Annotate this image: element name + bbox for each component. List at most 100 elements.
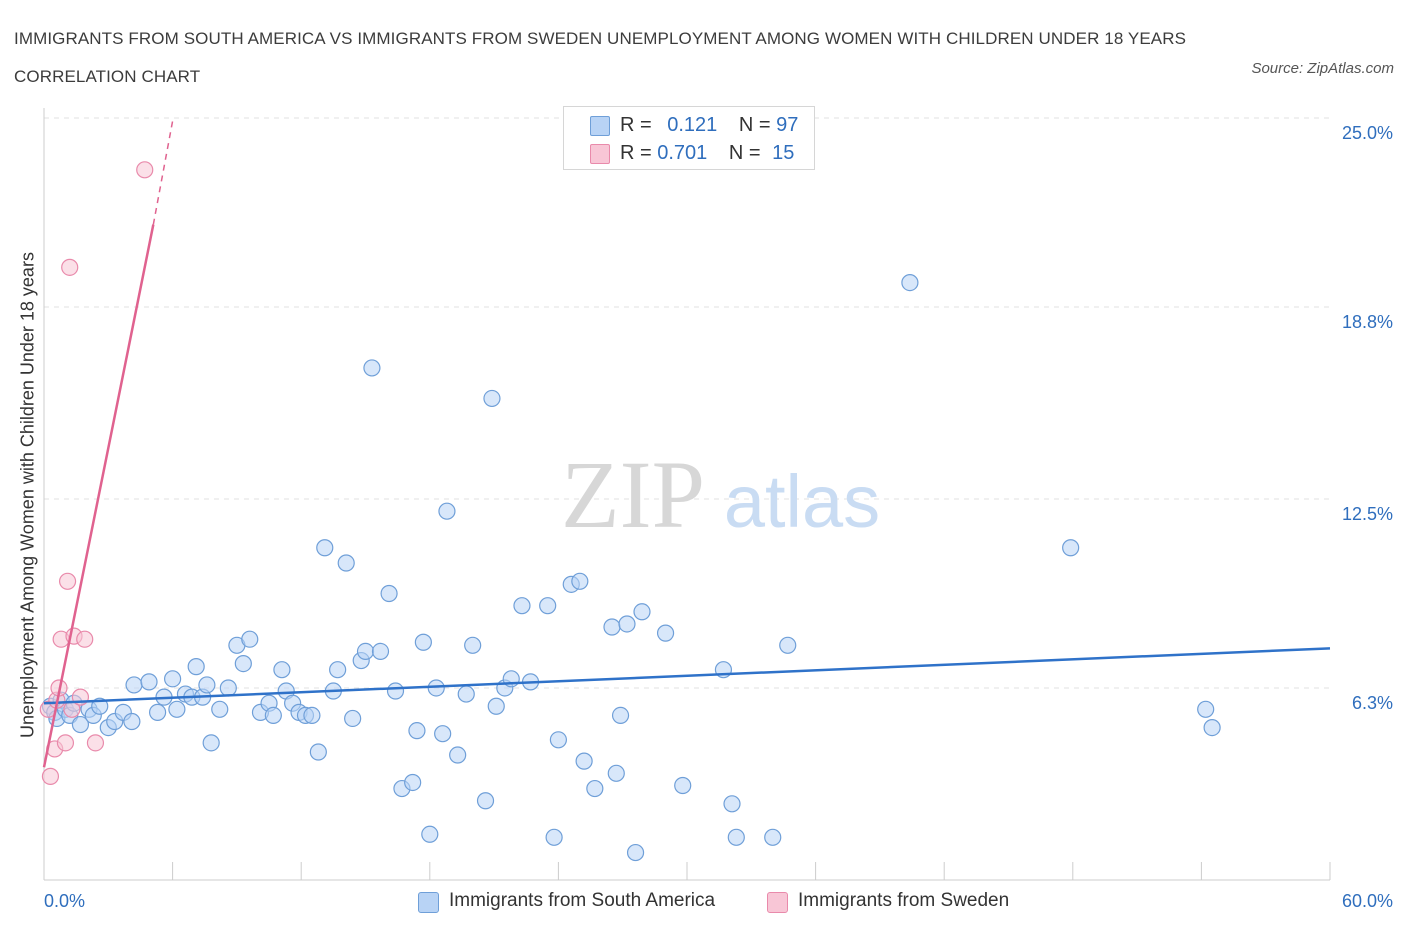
point-south-america-64 xyxy=(476,792,495,810)
y-tick-label-2: 18.8% xyxy=(1341,311,1393,332)
point-south-america-65 xyxy=(483,389,501,408)
series-legend: Immigrants from South America Immigrants… xyxy=(0,889,1406,915)
point-south-america-35 xyxy=(273,661,291,679)
point-sweden-14 xyxy=(136,161,154,179)
point-south-america-16 xyxy=(140,673,158,691)
axes xyxy=(43,108,1331,881)
trend-line-sweden xyxy=(42,224,155,768)
point-south-america-41 xyxy=(309,743,327,761)
point-south-america-94 xyxy=(1203,718,1221,737)
point-south-america-80 xyxy=(611,706,630,725)
point-south-america-58 xyxy=(427,679,445,697)
point-sweden-7 xyxy=(58,572,77,590)
point-south-america-79 xyxy=(607,764,625,782)
legend-swatch-sweden xyxy=(767,892,788,913)
point-south-america-40 xyxy=(303,706,321,725)
point-south-america-27 xyxy=(211,700,229,718)
point-south-america-50 xyxy=(371,642,390,661)
point-south-america-57 xyxy=(421,825,439,843)
point-south-america-91 xyxy=(901,273,919,292)
point-south-america-48 xyxy=(356,642,375,661)
legend-r-label: R = xyxy=(620,114,652,136)
point-south-america-34 xyxy=(264,706,282,725)
source-label: Source: ZipAtlas.com xyxy=(1251,60,1394,77)
point-south-america-63 xyxy=(464,636,482,654)
point-south-america-77 xyxy=(586,779,604,798)
watermark-atlas: atlas xyxy=(724,460,880,543)
point-south-america-17 xyxy=(148,703,167,721)
point-south-america-88 xyxy=(727,828,745,846)
point-south-america-75 xyxy=(571,572,589,590)
point-south-america-15 xyxy=(125,676,143,694)
point-south-america-61 xyxy=(449,746,467,764)
point-south-america-93 xyxy=(1197,700,1215,718)
point-south-america-49 xyxy=(363,359,381,377)
trend-lines xyxy=(42,120,1331,768)
point-south-america-20 xyxy=(168,700,186,718)
point-south-america-82 xyxy=(626,843,645,862)
point-south-america-25 xyxy=(198,676,216,694)
x-tick-label-0: 0.0% xyxy=(44,891,86,911)
point-south-america-72 xyxy=(545,828,563,846)
point-sweden-8 xyxy=(61,258,79,276)
legend-swatch-south-america xyxy=(418,892,439,913)
point-south-america-28 xyxy=(219,679,237,697)
point-south-america-69 xyxy=(513,597,531,615)
point-south-america-66 xyxy=(487,697,505,715)
point-south-america-55 xyxy=(408,722,426,740)
point-south-america-30 xyxy=(234,654,252,673)
legend-name-sweden: Immigrants from Sweden xyxy=(798,890,1010,911)
point-south-america-62 xyxy=(457,685,475,703)
point-south-america-26 xyxy=(202,734,220,752)
point-sweden-13 xyxy=(86,734,105,752)
legend-swatch-south-america xyxy=(590,116,610,136)
point-sweden-6 xyxy=(56,734,75,752)
point-south-america-90 xyxy=(779,636,797,654)
point-south-america-81 xyxy=(618,615,636,633)
point-south-america-10 xyxy=(91,697,109,715)
legend-n-south-america: 97 xyxy=(776,114,799,136)
legend-r-south-america: 0.121 xyxy=(667,114,718,136)
correlation-legend: R = 0.121 N = 97 R = 0.701 N = 15 xyxy=(563,106,815,170)
point-south-america-84 xyxy=(656,624,675,642)
point-south-america-87 xyxy=(723,795,741,813)
point-south-america-42 xyxy=(316,539,334,557)
grid-lines xyxy=(44,117,1330,689)
trend-line-south-america xyxy=(43,647,1331,705)
point-sweden-1 xyxy=(41,767,60,785)
legend-n-sweden: 15 xyxy=(772,142,795,164)
point-south-america-31 xyxy=(241,630,259,648)
point-south-america-23 xyxy=(187,658,205,676)
watermark: ZIP atlas xyxy=(561,441,880,548)
legend-r-label: R = xyxy=(620,142,652,164)
point-south-america-45 xyxy=(337,554,355,572)
trend-line-sweden-extension xyxy=(152,120,174,225)
legend-swatch-sweden xyxy=(590,144,610,164)
point-south-america-92 xyxy=(1062,539,1080,557)
point-sweden-12 xyxy=(76,630,94,648)
legend-n-label: N = xyxy=(738,114,771,136)
point-south-america-73 xyxy=(549,731,568,749)
legend-r-sweden: 0.701 xyxy=(657,142,708,164)
point-south-america-56 xyxy=(414,633,432,651)
point-south-america-60 xyxy=(438,502,456,520)
point-south-america-52 xyxy=(386,682,405,700)
chart-title: IMMIGRANTS FROM SOUTH AMERICA VS IMMIGRA… xyxy=(14,29,1187,86)
point-south-america-59 xyxy=(434,725,452,743)
point-south-america-7 xyxy=(71,715,90,734)
point-south-america-78 xyxy=(603,618,621,636)
point-south-america-83 xyxy=(633,603,651,621)
point-south-america-46 xyxy=(344,709,362,728)
point-south-america-89 xyxy=(764,828,782,846)
point-south-america-14 xyxy=(123,712,141,731)
y-tick-label-3: 25.0% xyxy=(1341,123,1393,143)
legend-name-south-america: Immigrants from South America xyxy=(449,890,716,911)
y-tick-label-1: 12.5% xyxy=(1341,504,1393,524)
series-south-america-points xyxy=(41,273,1221,862)
point-south-america-19 xyxy=(164,670,182,688)
point-south-america-44 xyxy=(329,661,347,679)
y-tick-label-0: 6.3% xyxy=(1351,692,1393,713)
watermark-zip: ZIP xyxy=(561,441,705,548)
point-south-america-76 xyxy=(575,752,593,770)
